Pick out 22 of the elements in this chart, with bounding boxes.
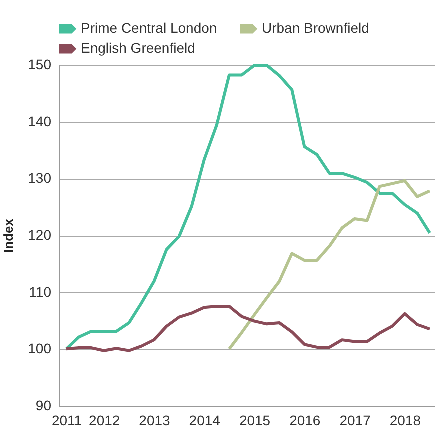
y-tick-label: 90	[36, 398, 52, 414]
line-series	[65, 305, 432, 352]
legend-label: English Greenfield	[81, 40, 196, 56]
y-tick-label: 130	[28, 170, 52, 186]
x-tick-label: 2017	[340, 412, 372, 428]
x-tick-label: 2015	[239, 412, 271, 428]
y-tick-label: 150	[28, 56, 52, 72]
x-tick-label: 2011	[52, 412, 82, 428]
x-tick-label: 2012	[89, 412, 120, 428]
y-tick-label: 140	[28, 113, 52, 130]
y-tick-label: 100	[28, 340, 52, 357]
line-series	[228, 179, 432, 351]
legend-label: Prime Central London	[81, 20, 218, 36]
x-tick-label: 2018	[390, 412, 422, 428]
y-tick-label: 110	[29, 284, 52, 300]
x-tick-label: 2016	[290, 412, 321, 428]
x-tick-label: 2014	[189, 412, 221, 428]
legend-label: Urban Brownfield	[262, 20, 370, 36]
y-tick-label: 120	[28, 227, 52, 243]
x-tick-label: 2013	[139, 412, 171, 428]
line-series	[65, 64, 432, 351]
y-axis-title: Index	[1, 218, 16, 253]
